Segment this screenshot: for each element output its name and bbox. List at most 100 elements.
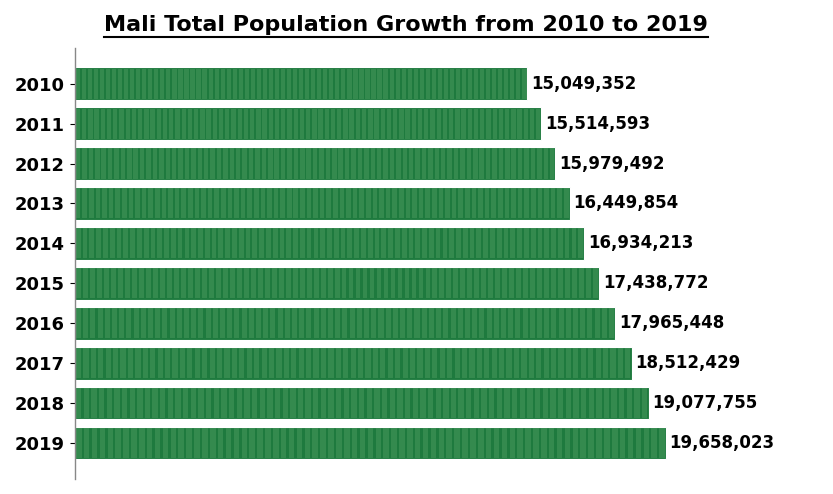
Bar: [359, 69, 363, 99]
Bar: [224, 348, 230, 378]
Bar: [252, 228, 257, 258]
Bar: [524, 188, 529, 218]
Bar: [102, 188, 107, 218]
Bar: [75, 307, 615, 339]
Bar: [118, 69, 122, 99]
Bar: [128, 348, 133, 378]
Bar: [474, 109, 478, 139]
Bar: [241, 188, 246, 218]
Bar: [96, 188, 100, 218]
Bar: [374, 388, 380, 418]
Bar: [373, 348, 378, 378]
Bar: [593, 268, 598, 298]
Bar: [232, 348, 237, 378]
Bar: [444, 69, 448, 99]
Bar: [520, 388, 525, 418]
Bar: [256, 308, 261, 338]
Bar: [565, 428, 571, 458]
Bar: [281, 148, 286, 178]
Bar: [407, 428, 412, 458]
Bar: [192, 228, 196, 258]
Bar: [159, 148, 163, 178]
Bar: [431, 109, 435, 139]
Bar: [418, 109, 422, 139]
Bar: [443, 388, 448, 418]
Bar: [280, 188, 285, 218]
Bar: [102, 148, 106, 178]
Bar: [504, 228, 508, 258]
Bar: [419, 188, 423, 218]
Bar: [107, 388, 112, 418]
Bar: [531, 148, 535, 178]
Bar: [152, 388, 157, 418]
Bar: [75, 347, 631, 379]
Bar: [307, 188, 312, 218]
Bar: [275, 388, 280, 418]
Bar: [449, 228, 454, 258]
Bar: [331, 109, 335, 139]
Bar: [352, 428, 357, 458]
Bar: [300, 228, 305, 258]
Bar: [458, 188, 463, 218]
Bar: [220, 308, 225, 338]
Bar: [357, 148, 362, 178]
Bar: [157, 228, 162, 258]
Bar: [307, 308, 312, 338]
Bar: [558, 348, 564, 378]
Bar: [516, 69, 521, 99]
Bar: [237, 109, 242, 139]
Bar: [155, 428, 161, 458]
Bar: [586, 268, 591, 298]
Bar: [230, 268, 235, 298]
Bar: [423, 428, 428, 458]
Bar: [184, 69, 188, 99]
Bar: [312, 428, 318, 458]
Bar: [551, 188, 556, 218]
Bar: [397, 388, 402, 418]
Bar: [267, 188, 272, 218]
Bar: [176, 388, 181, 418]
Bar: [184, 228, 189, 258]
Bar: [76, 308, 81, 338]
Bar: [440, 268, 444, 298]
Bar: [466, 148, 471, 178]
Bar: [114, 388, 120, 418]
Bar: [274, 148, 279, 178]
Bar: [399, 428, 405, 458]
Bar: [139, 428, 145, 458]
Bar: [183, 388, 188, 418]
Bar: [273, 428, 278, 458]
Text: 16,449,854: 16,449,854: [573, 195, 678, 212]
Bar: [75, 227, 584, 260]
Bar: [542, 388, 548, 418]
Bar: [445, 188, 450, 218]
Bar: [435, 148, 439, 178]
Bar: [347, 188, 351, 218]
Bar: [454, 428, 460, 458]
Bar: [523, 268, 528, 298]
Bar: [211, 148, 215, 178]
Bar: [225, 228, 230, 258]
Bar: [451, 388, 456, 418]
Bar: [381, 109, 385, 139]
Bar: [82, 188, 87, 218]
Bar: [89, 188, 93, 218]
Bar: [381, 348, 386, 378]
Bar: [182, 188, 186, 218]
Bar: [343, 109, 347, 139]
Bar: [299, 308, 304, 338]
Bar: [234, 308, 239, 338]
Bar: [239, 228, 243, 258]
Bar: [512, 388, 517, 418]
Bar: [618, 348, 623, 378]
Bar: [328, 388, 334, 418]
Bar: [352, 148, 356, 178]
Bar: [581, 388, 586, 418]
Bar: [260, 388, 265, 418]
Bar: [359, 388, 364, 418]
Bar: [82, 69, 86, 99]
Bar: [167, 69, 171, 99]
Bar: [484, 348, 490, 378]
Bar: [350, 109, 354, 139]
Bar: [362, 109, 367, 139]
